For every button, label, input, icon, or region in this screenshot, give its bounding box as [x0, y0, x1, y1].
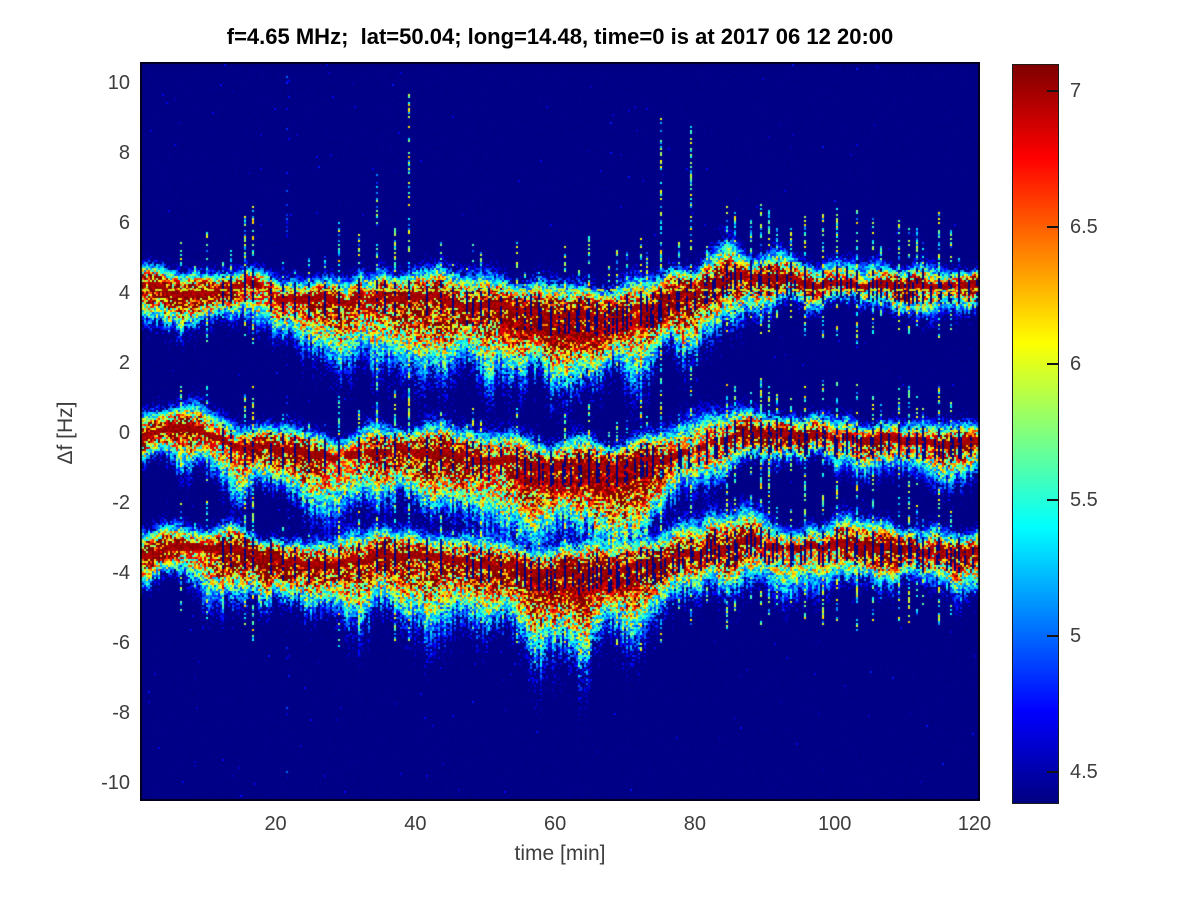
- colorbar-tick-icon: [1047, 362, 1059, 365]
- colorbar-tick-label: 6.5: [1070, 216, 1098, 239]
- colorbar-tick-icon: [1047, 634, 1059, 637]
- x-tick-label: 120: [957, 813, 992, 835]
- y-tick-label: -4: [112, 562, 130, 585]
- colorbar: [1012, 64, 1059, 804]
- y-tick-label: 6: [118, 212, 130, 235]
- x-tick-label: 100: [817, 813, 852, 835]
- y-tick-label: 8: [118, 142, 130, 165]
- y-tick-label: 4: [118, 282, 130, 305]
- colorbar-tick-icon: [1047, 90, 1059, 93]
- colorbar-tick-icon: [1047, 771, 1059, 774]
- y-tick-label: 0: [118, 422, 130, 445]
- x-tick-label: 20: [264, 813, 287, 835]
- colorbar-tick-icon: [1047, 498, 1059, 501]
- colorbar-tick-label: 7: [1070, 80, 1082, 103]
- colorbar-tick-label: 4.5: [1070, 761, 1098, 784]
- colorbar-tick-label: 5.5: [1070, 488, 1098, 511]
- y-tick-label: 10: [107, 72, 130, 94]
- colorbar-tick-label: 5: [1070, 624, 1082, 647]
- spectrogram-canvas: [140, 62, 980, 801]
- y-tick-label: -6: [112, 632, 130, 655]
- x-tick-label: 80: [683, 813, 706, 835]
- colorbar-tick-label: 6: [1070, 352, 1082, 375]
- y-tick-label: -8: [112, 702, 130, 725]
- x-axis-label: time [min]: [514, 842, 606, 865]
- y-tick-label: 2: [118, 352, 130, 375]
- colorbar-tick-icon: [1047, 226, 1059, 229]
- y-tick-label: -2: [112, 492, 130, 515]
- y-tick-label: -10: [101, 772, 130, 795]
- x-tick-label: 60: [543, 813, 567, 835]
- chart-title: f=4.65 MHz; lat=50.04; long=14.48, time=…: [226, 24, 894, 49]
- x-tick-label: 40: [404, 813, 427, 835]
